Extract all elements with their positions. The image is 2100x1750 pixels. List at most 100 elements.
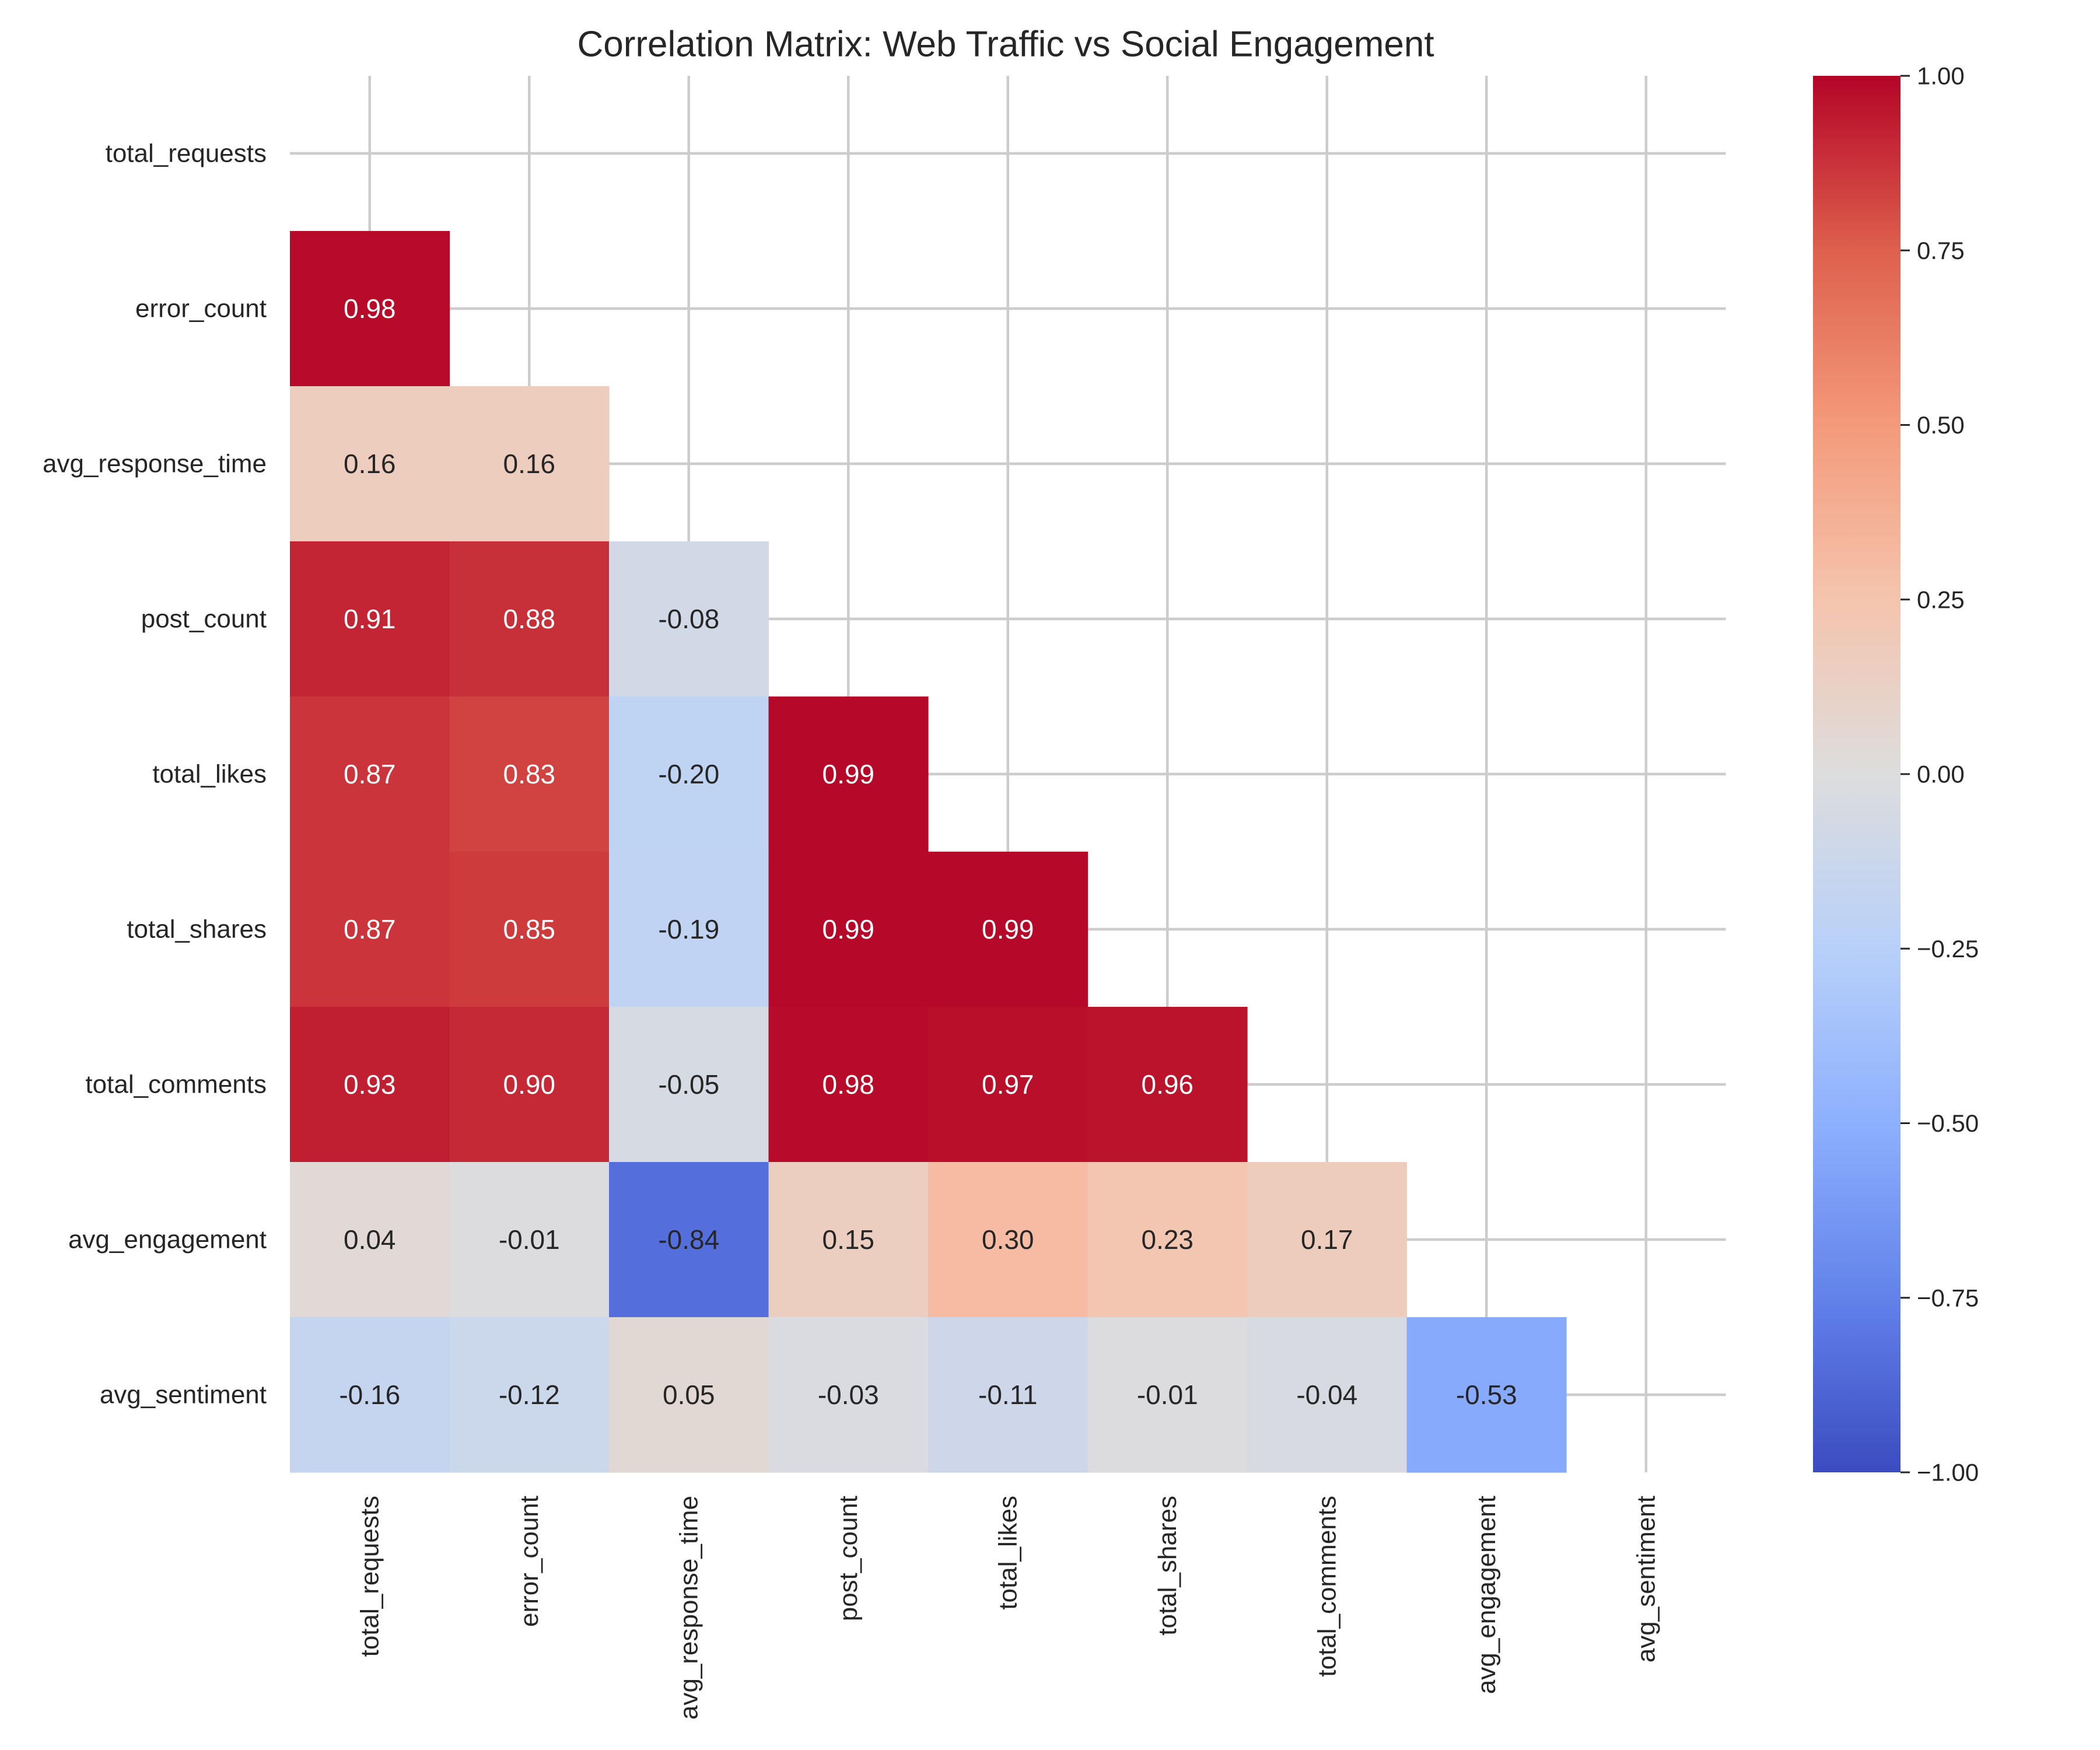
colorbar-tick-label: −0.25 xyxy=(1917,935,1979,963)
heatmap-cell xyxy=(1247,1317,1408,1473)
cell-annotation: -0.01 xyxy=(1137,1380,1198,1410)
heatmap-cell xyxy=(928,1317,1088,1473)
heatmap-cell xyxy=(609,852,769,1007)
heatmap-cell xyxy=(768,696,929,852)
heatmap-cell xyxy=(1087,1317,1248,1473)
cell-annotation: -0.04 xyxy=(1296,1380,1357,1410)
cell-annotation: 0.99 xyxy=(822,759,874,789)
heatmap-cell xyxy=(449,852,610,1007)
colorbar-tick-label: 0.75 xyxy=(1917,237,1965,264)
heatmap-cell xyxy=(609,1162,769,1318)
cell-annotation: -0.01 xyxy=(499,1224,560,1255)
cell-annotation: -0.20 xyxy=(658,759,719,789)
y-tick-label: total_comments xyxy=(85,1070,267,1099)
colorbar-tick-label: 0.50 xyxy=(1917,411,1965,439)
colorbar-tick-label: −0.50 xyxy=(1917,1110,1979,1137)
cell-annotation: 0.83 xyxy=(503,759,555,789)
cell-annotation: -0.84 xyxy=(658,1224,719,1255)
y-tick-labels: total_requests error_count avg_response_ti… xyxy=(43,139,267,1409)
cell-annotation: 0.93 xyxy=(344,1069,396,1100)
x-tick-label: post_count xyxy=(834,1496,863,1621)
y-tick-label: avg_engagement xyxy=(68,1226,267,1254)
cell-annotation: -0.11 xyxy=(978,1380,1037,1410)
heatmap-cell xyxy=(449,386,610,542)
x-tick-label: total_likes xyxy=(993,1496,1022,1610)
cell-annotation: 0.04 xyxy=(344,1224,396,1255)
heatmap-cell xyxy=(290,696,450,852)
x-tick-label: total_requests xyxy=(355,1496,384,1657)
heatmap-cell xyxy=(449,541,610,697)
cell-annotation: -0.16 xyxy=(339,1380,400,1410)
heatmap-cell xyxy=(290,1007,450,1163)
y-tick-label: post_count xyxy=(141,605,267,634)
heatmap-cell xyxy=(768,1317,929,1473)
heatmap-cell xyxy=(290,541,450,697)
cell-annotation: -0.53 xyxy=(1456,1380,1517,1410)
cell-annotation: 0.99 xyxy=(822,914,874,944)
heatmap-cell xyxy=(609,696,769,852)
x-tick-label: total_comments xyxy=(1312,1496,1341,1677)
colorbar-tick-label: −1.00 xyxy=(1917,1459,1979,1486)
heatmap-cell xyxy=(449,1007,610,1163)
cell-annotation: 0.16 xyxy=(503,449,555,479)
cell-annotation: -0.19 xyxy=(658,914,719,944)
cell-annotation: 0.85 xyxy=(503,914,555,944)
cell-annotation: 0.05 xyxy=(663,1380,715,1410)
heatmap-cell xyxy=(609,1007,769,1163)
heatmap-cell xyxy=(609,1317,769,1473)
colorbar-tick-label: 0.25 xyxy=(1917,586,1965,613)
heatmap-cell xyxy=(1247,1162,1408,1318)
heatmap-cell xyxy=(290,852,450,1007)
cell-annotation: 0.90 xyxy=(503,1069,555,1100)
y-tick-label: total_shares xyxy=(127,915,267,944)
x-tick-label: error_count xyxy=(515,1496,544,1627)
x-tick-labels: total_requests error_count avg_response_ti… xyxy=(355,1496,1660,1720)
colorbar-tick-label: −0.75 xyxy=(1917,1284,1979,1311)
heatmap-cell xyxy=(290,1317,450,1473)
cell-annotation: 0.87 xyxy=(344,759,396,789)
cell-annotations: 0.98 0.16 0.16 0.91 0.88 -0.08 0.87 0.83 -0.20 0.… xyxy=(339,293,1517,1410)
cell-annotation: 0.16 xyxy=(344,449,396,479)
cell-annotation: 0.98 xyxy=(344,293,396,324)
y-tick-label: total_requests xyxy=(106,139,267,168)
x-tick-label: avg_response_time xyxy=(674,1496,703,1720)
y-tick-label: avg_sentiment xyxy=(100,1381,267,1409)
colorbar-tick-label: 0.00 xyxy=(1917,761,1965,788)
heatmap-cell xyxy=(768,852,929,1007)
heatmap-cell xyxy=(928,1007,1088,1163)
y-tick-label: avg_response_time xyxy=(43,450,267,478)
y-tick-label: error_count xyxy=(135,295,267,323)
x-tick-label: total_shares xyxy=(1153,1496,1182,1636)
cell-annotation: 0.88 xyxy=(503,604,555,634)
colorbar-tick-label: 1.00 xyxy=(1917,62,1965,90)
cell-annotation: 0.23 xyxy=(1141,1224,1194,1255)
heatmap-cell xyxy=(290,1162,450,1318)
cell-annotation: -0.12 xyxy=(499,1380,560,1410)
heatmap-cell xyxy=(449,1317,610,1473)
heatmap-cell xyxy=(768,1162,929,1318)
cell-annotation: 0.30 xyxy=(982,1224,1034,1255)
colorbar: 1.00 0.75 0.50 0.25 0.00 −0.25 −0.50 −0.75 −1.00 xyxy=(1813,62,1979,1486)
cell-annotation: 0.99 xyxy=(982,914,1034,944)
heatmap-cell xyxy=(449,696,610,852)
heatmap-cell xyxy=(290,231,450,387)
cell-annotation: 0.97 xyxy=(982,1069,1034,1100)
heatmap-cell xyxy=(928,852,1088,1007)
chart-title: Correlation Matrix: Web Traffic vs Socia… xyxy=(577,24,1434,64)
heatmap-cell xyxy=(609,541,769,697)
cell-annotation: 0.17 xyxy=(1301,1224,1353,1255)
x-tick-label: avg_sentiment xyxy=(1632,1496,1660,1662)
cell-annotation: -0.08 xyxy=(658,604,719,634)
y-tick-label: total_likes xyxy=(152,760,267,789)
cell-annotation: -0.05 xyxy=(658,1069,719,1100)
heatmap-cell xyxy=(1087,1162,1248,1318)
cell-annotation: 0.15 xyxy=(822,1224,874,1255)
heatmap-cell xyxy=(768,1007,929,1163)
heatmap-cells xyxy=(290,231,1567,1473)
colorbar-gradient xyxy=(1813,76,1901,1472)
heatmap-cell xyxy=(449,1162,610,1318)
cell-annotation: 0.96 xyxy=(1141,1069,1194,1100)
heatmap-cell xyxy=(1087,1007,1248,1163)
heatmap-cell xyxy=(1406,1317,1567,1473)
